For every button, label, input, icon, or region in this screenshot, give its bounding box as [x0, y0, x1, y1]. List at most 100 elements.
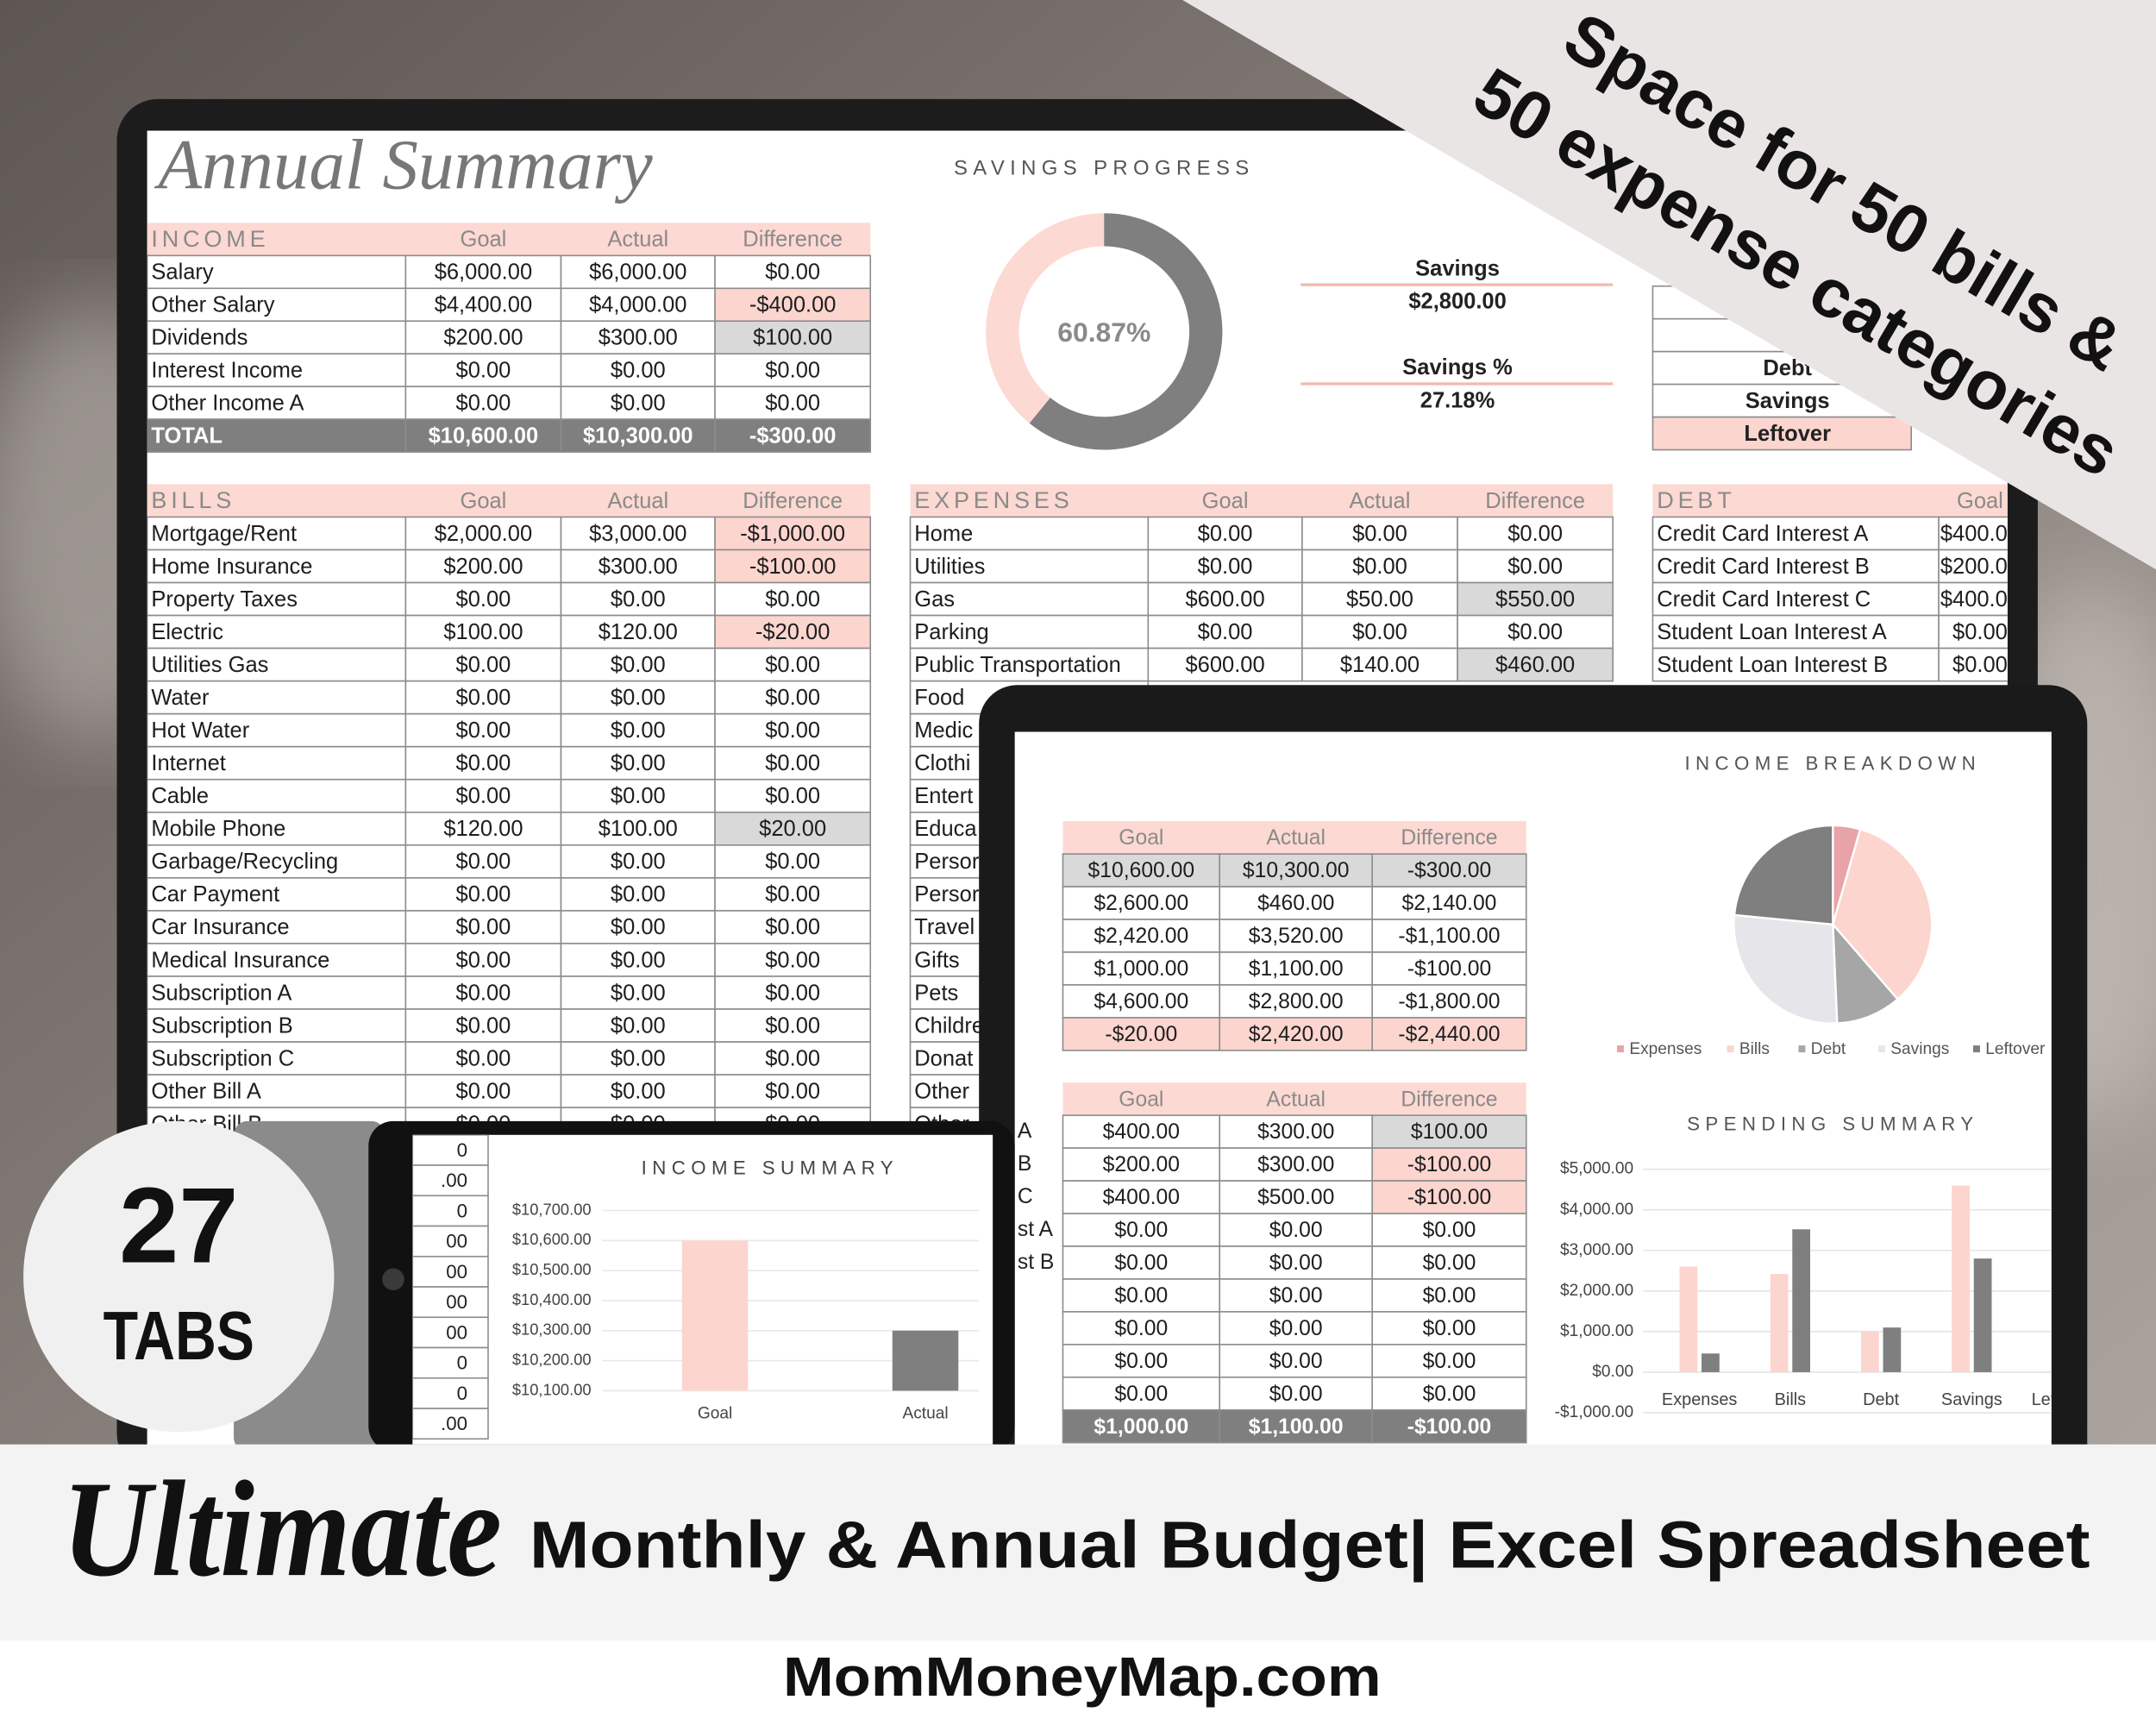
cell-text: $550.00: [1495, 587, 1575, 612]
cell-text: -$300.00: [1407, 859, 1492, 882]
column-header: Goal: [460, 228, 506, 252]
cell-text: $0.00: [765, 587, 820, 612]
cell-text: $0.00: [1352, 555, 1407, 579]
cell-text: $0.00: [1423, 1317, 1476, 1340]
cell: [1062, 1278, 1221, 1313]
header-band: [1062, 821, 1526, 855]
row-label: B: [1018, 1152, 1031, 1176]
cell-text: $140.00: [1340, 653, 1420, 677]
cell: [1062, 1344, 1221, 1378]
cell: [1371, 1147, 1527, 1182]
cell-text: $0.00: [456, 1046, 511, 1070]
cell-text: Salary: [151, 260, 214, 285]
cell: [560, 778, 716, 813]
cell: [714, 910, 872, 944]
cell-text: $20.00: [759, 817, 826, 841]
pie-slice: [1831, 827, 1934, 1001]
cell: [560, 1008, 716, 1043]
cell: [1371, 886, 1527, 920]
legend-swatch: [1727, 1045, 1734, 1053]
cell-text: $0.00: [1507, 555, 1563, 579]
y-tick-label: $0.00: [1592, 1363, 1633, 1381]
cell-text: $0.00: [765, 391, 820, 415]
cell-text: $0.00: [456, 784, 511, 808]
cell-text: Medic: [914, 718, 973, 743]
bar: [2042, 1371, 2052, 1373]
cell-text: -$100.00: [1407, 1153, 1492, 1176]
cell: [412, 1164, 489, 1197]
cell-text: $4,000.00: [589, 293, 686, 317]
cell-text: $0.00: [765, 784, 820, 808]
cell-text: $0.00: [765, 359, 820, 383]
cell: [560, 811, 716, 846]
cell: [1371, 919, 1527, 953]
pie-slice: [1733, 913, 1839, 1025]
cell-text: $0.00: [1114, 1317, 1168, 1340]
cell: [147, 418, 407, 453]
cell: [560, 287, 716, 323]
cell: [412, 1316, 489, 1349]
pie-slice: [1733, 824, 1834, 926]
cell-text: Other Income A: [151, 391, 304, 415]
x-tick-label: Bills: [1775, 1390, 1807, 1409]
cell-text: $2,420.00: [1094, 925, 1188, 948]
cell: [412, 1377, 489, 1409]
y-tick-label: $10,500.00: [512, 1260, 592, 1278]
cell-text: $0.00: [765, 1046, 820, 1070]
cell-text: $0.00: [611, 1013, 666, 1038]
cell-text: Garbage/Recycling: [151, 850, 338, 874]
header-band: [147, 223, 871, 256]
chart-title: INCOME SUMMARY: [642, 1157, 899, 1179]
cell-text: $0.00: [765, 882, 820, 906]
legend-label: Savings: [1890, 1040, 1949, 1058]
cell-text: $4,600.00: [1094, 990, 1188, 1013]
column-header: Goal: [1119, 826, 1163, 850]
cell-text: $100.00: [443, 620, 523, 644]
cell: [404, 877, 562, 912]
cell: [1371, 853, 1527, 888]
cell: [404, 910, 562, 944]
cell-text: $0.00: [456, 1079, 511, 1103]
cell: [1219, 1245, 1373, 1280]
cell-text: 0: [457, 1200, 467, 1221]
cell: [1457, 614, 1614, 649]
cell-text: $4,400.00: [435, 293, 532, 317]
legend-swatch: [1877, 1045, 1885, 1053]
savings-percent-label: Savings %: [1402, 355, 1513, 380]
cell-text: -$1,100.00: [1398, 925, 1500, 948]
cell-text: $0.00: [1507, 620, 1563, 644]
y-tick-label: $10,100.00: [512, 1380, 592, 1398]
cell-text: $0.00: [1352, 620, 1407, 644]
cell-text: $300.00: [599, 555, 678, 579]
cell: [1219, 1408, 1373, 1444]
cell: [560, 712, 716, 748]
cell: [1651, 549, 1940, 584]
footer-site: MomMoneyMap.com: [783, 1646, 1382, 1708]
cell-text: $2,140.00: [1402, 892, 1497, 915]
cell-text: 00: [446, 1261, 467, 1283]
column-header: Difference: [743, 228, 843, 252]
x-tick-label: Expenses: [1662, 1390, 1738, 1409]
cell-text: Mobile Phone: [151, 817, 285, 841]
cell-text: $120.00: [599, 620, 678, 644]
cell-text: Water: [151, 686, 210, 710]
cell: [147, 1008, 407, 1043]
cell: [404, 581, 562, 617]
badge-number: 27: [119, 1165, 238, 1285]
cell-text: 00: [446, 1231, 467, 1252]
cell: [1371, 1311, 1527, 1346]
x-tick-label: Actual: [902, 1405, 948, 1423]
cell-text: -$300.00: [749, 423, 837, 448]
cell-text: $1,000.00: [1094, 957, 1188, 981]
y-tick-label: $10,600.00: [512, 1230, 592, 1248]
cell-text: -$1,800.00: [1398, 990, 1500, 1013]
cell: [1371, 1114, 1527, 1149]
cell-text: $0.00: [1114, 1284, 1168, 1308]
cell-text: 0: [457, 1139, 467, 1161]
cell: [147, 320, 407, 355]
cell: [412, 1346, 489, 1379]
footer-text: Ultimate Monthly & Annual Budget| Excel S…: [62, 1453, 2090, 1708]
cell-text: $0.00: [456, 850, 511, 874]
